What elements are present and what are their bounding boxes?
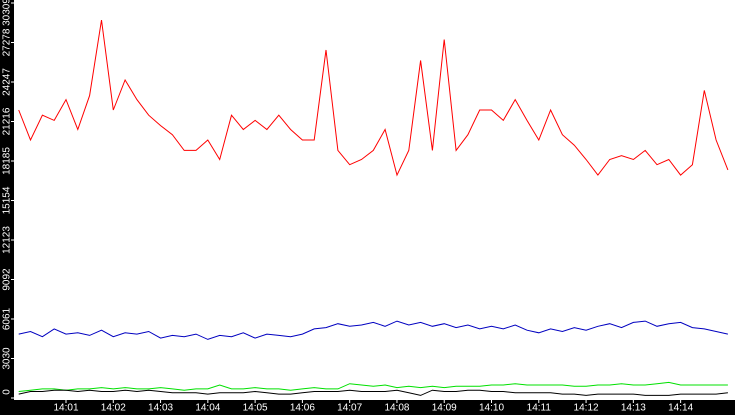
series-line [18, 20, 729, 177]
x-tick-label: 14:08 [384, 403, 409, 414]
x-tick-label: 14:14 [668, 403, 693, 414]
y-tick-label: 27278 [2, 28, 13, 56]
y-tick-label: 9092 [2, 268, 13, 291]
series-line [18, 320, 729, 340]
y-tick-label: 21216 [2, 107, 13, 135]
x-tick-label: 14:06 [290, 403, 315, 414]
y-tick-label: 0 [2, 389, 13, 395]
y-tick-label: 15154 [2, 186, 13, 214]
x-tick-label: 14:04 [195, 403, 220, 414]
x-axis-strip [0, 400, 735, 415]
x-tick-label: 14:10 [479, 403, 504, 414]
y-tick-label: 12123 [2, 226, 13, 254]
x-tick-label: 14:09 [432, 403, 457, 414]
y-tick-label: 18185 [2, 147, 13, 175]
x-tick-label: 14:03 [148, 403, 173, 414]
x-tick-label: 14:05 [243, 403, 268, 414]
x-tick-label: 14:11 [527, 403, 552, 414]
y-tick-label: 3030 [2, 347, 13, 370]
x-tick-label: 14:02 [101, 403, 126, 414]
x-tick-label: 14:13 [621, 403, 646, 414]
x-tick-label: 14:12 [574, 403, 599, 414]
x-tick-label: 14:01 [53, 403, 78, 414]
series-line [18, 389, 728, 396]
series-line [18, 381, 728, 392]
y-tick-label: 24247 [2, 68, 13, 96]
y-tick-label: 6061 [2, 307, 13, 330]
x-tick-label: 14:07 [337, 403, 362, 414]
y-axis-strip [0, 0, 14, 415]
y-tick-label: 30309 [2, 0, 13, 26]
